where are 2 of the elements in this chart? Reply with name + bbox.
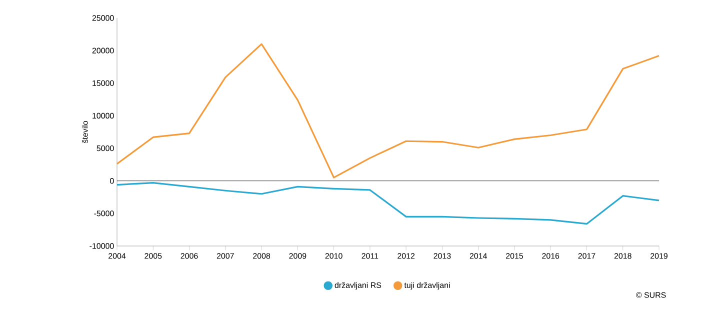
line-series [116,182,660,225]
line-series [116,43,660,178]
